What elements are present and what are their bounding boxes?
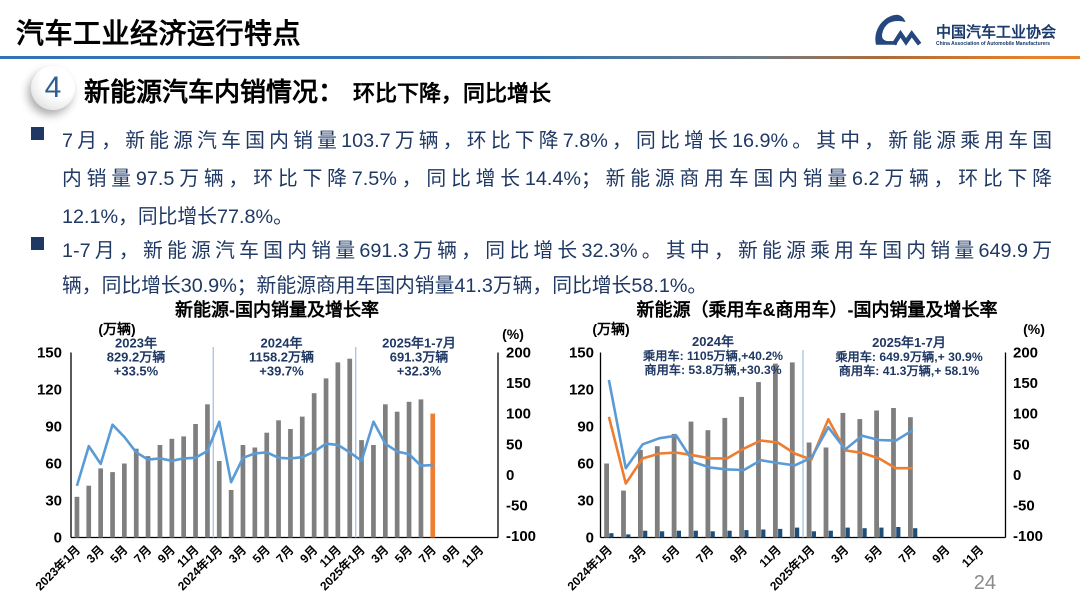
svg-text:9月: 9月 bbox=[155, 543, 178, 566]
svg-text:5月: 5月 bbox=[250, 543, 273, 566]
svg-text:3月: 3月 bbox=[828, 543, 851, 566]
svg-text:新能源（乘用车&商用车）-国内销量及增长率: 新能源（乘用车&商用车）-国内销量及增长率 bbox=[637, 299, 998, 320]
svg-text:9月: 9月 bbox=[727, 543, 750, 566]
svg-text:-100: -100 bbox=[506, 528, 536, 545]
svg-text:中国汽车工业协会: 中国汽车工业协会 bbox=[936, 23, 1056, 41]
svg-text:(万辆): (万辆) bbox=[98, 321, 135, 337]
svg-text:商用车: 41.3万辆,+ 58.1%: 商用车: 41.3万辆,+ 58.1% bbox=[839, 363, 980, 378]
svg-text:9月: 9月 bbox=[297, 543, 320, 566]
svg-text:90: 90 bbox=[45, 419, 62, 436]
svg-text:5月: 5月 bbox=[392, 543, 415, 566]
svg-text:5月: 5月 bbox=[862, 543, 885, 566]
svg-text:+39.7%: +39.7% bbox=[259, 364, 304, 379]
svg-text:2024年: 2024年 bbox=[692, 334, 734, 349]
svg-text:China Association of Automobil: China Association of Automobile Manufact… bbox=[936, 41, 1050, 47]
svg-text:0: 0 bbox=[586, 530, 594, 547]
svg-text:7月: 7月 bbox=[131, 543, 154, 566]
svg-text:3月: 3月 bbox=[368, 543, 391, 566]
svg-text:200: 200 bbox=[1013, 345, 1038, 362]
svg-text:9月: 9月 bbox=[929, 543, 952, 566]
svg-text:7月: 7月 bbox=[693, 543, 716, 566]
svg-text:11月: 11月 bbox=[756, 543, 783, 570]
svg-text:-50: -50 bbox=[506, 498, 528, 515]
svg-text:7月: 7月 bbox=[273, 543, 296, 566]
svg-text:5月: 5月 bbox=[107, 543, 130, 566]
svg-text:(%): (%) bbox=[1023, 321, 1045, 337]
svg-text:150: 150 bbox=[569, 345, 594, 362]
svg-text:11月: 11月 bbox=[459, 543, 486, 570]
svg-text:2024年1月: 2024年1月 bbox=[564, 542, 615, 593]
svg-text:150: 150 bbox=[1013, 375, 1038, 392]
svg-text:2025年1-7月: 2025年1-7月 bbox=[872, 335, 946, 350]
svg-text:60: 60 bbox=[577, 456, 594, 473]
svg-text:829.2万辆: 829.2万辆 bbox=[107, 350, 166, 365]
svg-text:50: 50 bbox=[506, 436, 523, 453]
svg-text:2023年1月: 2023年1月 bbox=[32, 542, 83, 593]
svg-text:30: 30 bbox=[45, 493, 62, 510]
svg-text:1158.2万辆: 1158.2万辆 bbox=[249, 350, 314, 365]
svg-text:30: 30 bbox=[577, 493, 594, 510]
svg-text:2024年: 2024年 bbox=[261, 336, 303, 351]
svg-text:5月: 5月 bbox=[659, 543, 682, 566]
svg-text:0: 0 bbox=[506, 467, 514, 484]
svg-text:乘用车: 649.9万辆,+ 30.9%: 乘用车: 649.9万辆,+ 30.9% bbox=[834, 349, 982, 364]
svg-text:(万辆): (万辆) bbox=[592, 321, 629, 337]
svg-text:+32.3%: +32.3% bbox=[397, 364, 442, 379]
svg-text:+33.5%: +33.5% bbox=[114, 364, 159, 379]
svg-text:7月: 7月 bbox=[896, 543, 919, 566]
svg-text:2025年1-7月: 2025年1-7月 bbox=[382, 336, 456, 351]
svg-text:100: 100 bbox=[506, 406, 531, 423]
svg-text:(%): (%) bbox=[502, 326, 524, 342]
svg-text:7月: 7月 bbox=[416, 543, 439, 566]
svg-text:691.3万辆: 691.3万辆 bbox=[390, 350, 449, 365]
svg-text:商用车: 53.8万辆,+30.3%: 商用车: 53.8万辆,+30.3% bbox=[644, 362, 781, 377]
svg-text:200: 200 bbox=[506, 345, 531, 362]
svg-text:新能源-国内销量及增长率: 新能源-国内销量及增长率 bbox=[175, 299, 379, 320]
svg-text:0: 0 bbox=[54, 530, 62, 547]
svg-text:50: 50 bbox=[1013, 436, 1030, 453]
svg-text:-50: -50 bbox=[1013, 498, 1035, 515]
svg-text:11月: 11月 bbox=[959, 543, 986, 570]
svg-text:60: 60 bbox=[45, 456, 62, 473]
svg-text:100: 100 bbox=[1013, 406, 1038, 423]
svg-text:120: 120 bbox=[569, 382, 594, 399]
svg-text:120: 120 bbox=[37, 382, 62, 399]
svg-text:-100: -100 bbox=[1013, 528, 1043, 545]
svg-text:150: 150 bbox=[37, 345, 62, 362]
svg-text:9月: 9月 bbox=[440, 543, 463, 566]
svg-text:24: 24 bbox=[974, 572, 996, 594]
svg-text:3月: 3月 bbox=[626, 543, 649, 566]
svg-text:2023年: 2023年 bbox=[115, 336, 157, 351]
svg-text:0: 0 bbox=[1013, 467, 1021, 484]
svg-text:3月: 3月 bbox=[226, 543, 249, 566]
svg-text:90: 90 bbox=[577, 419, 594, 436]
svg-text:3月: 3月 bbox=[84, 543, 107, 566]
svg-text:150: 150 bbox=[506, 375, 531, 392]
svg-text:乘用车: 1105万辆,+40.2%: 乘用车: 1105万辆,+40.2% bbox=[642, 348, 783, 363]
